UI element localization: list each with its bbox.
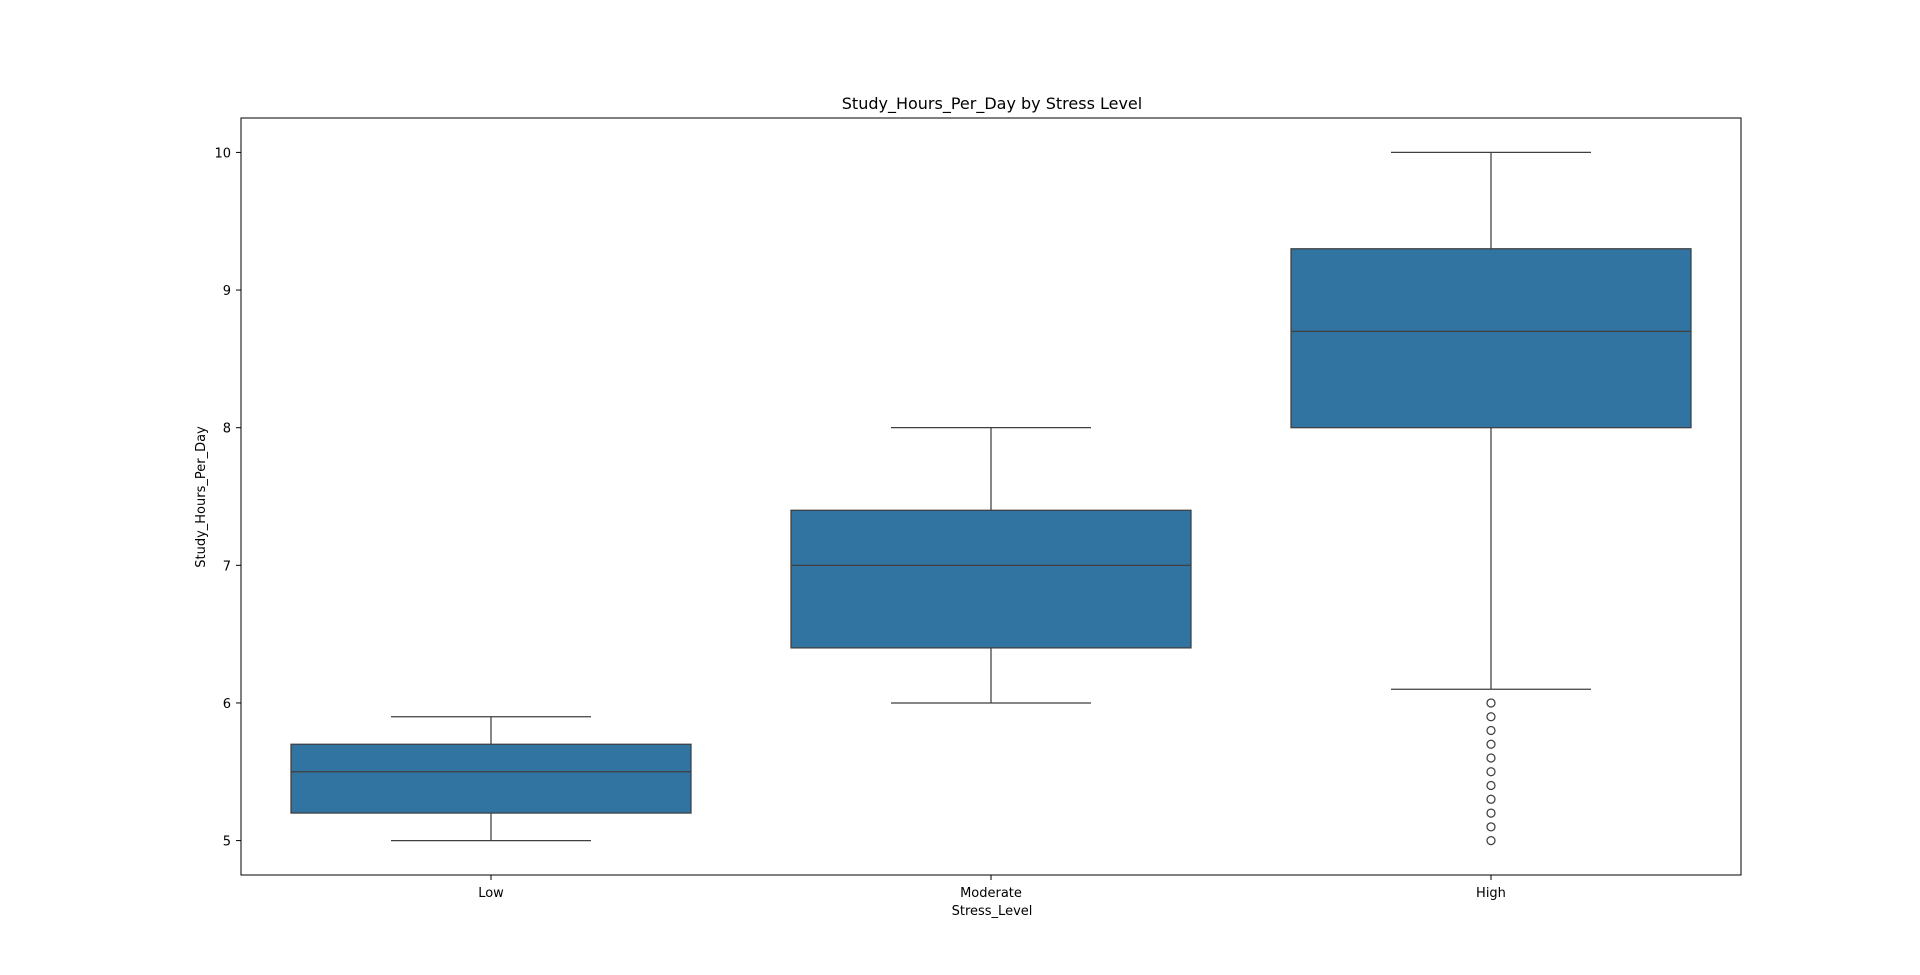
outlier-point-high — [1486, 822, 1496, 832]
y-tick-label: 9 — [223, 284, 231, 299]
box-moderate — [790, 509, 1192, 649]
outlier-point-high — [1486, 739, 1496, 749]
outlier-point-high — [1486, 808, 1496, 818]
y-tick-label: 5 — [223, 835, 231, 850]
x-axis-label: Stress_Level — [952, 904, 1033, 919]
y-axis-label: Study_Hours_Per_Day — [194, 426, 209, 568]
outlier-point-high — [1486, 794, 1496, 804]
y-tick-label: 8 — [223, 422, 231, 437]
outlier-point-high — [1486, 698, 1496, 708]
x-tick-label-low: Low — [478, 886, 504, 901]
chart-title: Study_Hours_Per_Day by Stress Level — [842, 94, 1142, 114]
y-tick-label: 6 — [223, 697, 231, 712]
y-tick-label: 7 — [223, 559, 231, 574]
axes-frame — [240, 117, 1742, 876]
y-tick-label: 10 — [214, 146, 231, 161]
plot-area: 5 6 7 8 9 10 Low Moderate High — [214, 146, 1692, 901]
outlier-point-high — [1486, 780, 1496, 791]
outlier-point-high — [1486, 835, 1496, 846]
x-tick-label-high: High — [1476, 886, 1506, 901]
box-low — [290, 743, 692, 814]
outlier-point-high — [1486, 767, 1496, 777]
outlier-point-high — [1486, 712, 1496, 722]
outlier-point-high — [1486, 725, 1496, 736]
outlier-point-high — [1486, 753, 1496, 763]
x-tick-label-moderate: Moderate — [960, 886, 1022, 901]
box-high — [1290, 248, 1692, 429]
